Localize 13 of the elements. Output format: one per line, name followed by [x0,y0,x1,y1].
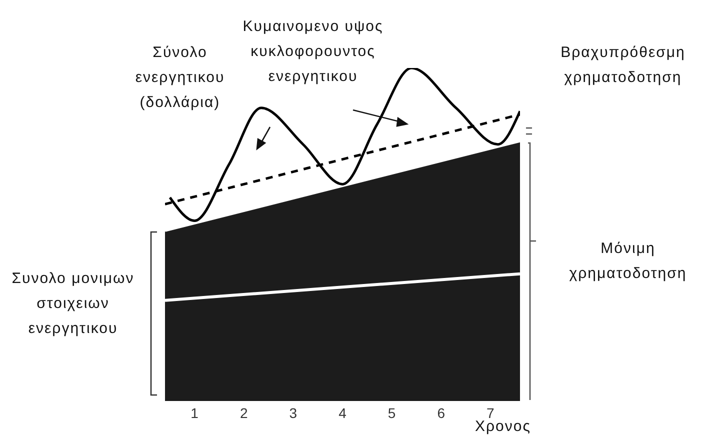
x-tick-label: 1 [190,404,199,421]
x-tick-label: 6 [437,404,446,421]
x-tick-label: 4 [338,404,347,421]
x-tick-label: 3 [289,404,298,421]
text: Μόνιμη χρηματοδοτηση [568,239,688,284]
text: Συνολο μονιμων στοιχειων ενεργητικου [10,269,136,339]
x-axis-title: Χρονος [474,418,532,436]
x-tick-label: 7 [486,404,495,421]
x-tick-label: 5 [388,404,396,421]
text: Βραχυπρόθεσμη χρηματοδοτηση [560,43,686,88]
y-axis-title: Σύνολο ενεργητικου (δολλάρια) [134,43,226,113]
x-tick-label: 2 [240,404,248,421]
annotation: Κυμαινομενο υψος κυκλοφορουντος ενεργητικου [242,17,384,87]
